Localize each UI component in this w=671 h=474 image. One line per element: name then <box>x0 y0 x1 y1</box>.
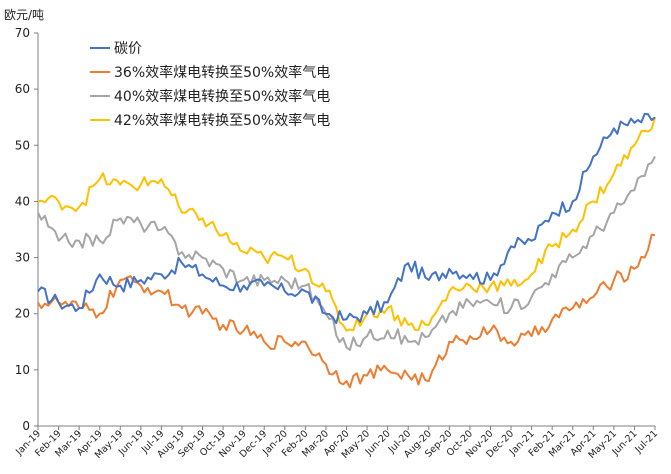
legend-swatch-40pct <box>90 95 110 97</box>
y-tick-label: 60 <box>15 82 30 96</box>
x-axis: Jan-19Feb-19Mar-19Apr-19May-19Jun-19Jul-… <box>13 425 661 461</box>
series-layer <box>37 112 656 389</box>
legend-item-36pct: 36%效率煤电转换至50%效率气电 <box>90 60 330 84</box>
legend-label-40pct: 40%效率煤电转换至50%效率气电 <box>114 89 331 105</box>
y-tick-label: 10 <box>15 363 30 377</box>
series-line-1 <box>37 233 656 389</box>
y-axis: 0 10 20 30 40 50 60 70 <box>15 26 39 433</box>
x-tick-label: Jul-21 <box>633 428 661 456</box>
legend-item-42pct: 42%效率煤电转换至50%效率气电 <box>90 108 330 132</box>
legend: 碳价 36%效率煤电转换至50%效率气电 40%效率煤电转换至50%效率气电 4… <box>90 36 330 132</box>
series-line-3 <box>37 116 656 332</box>
y-axis-unit-label: 欧元/吨 <box>4 8 45 22</box>
series-line-0 <box>37 112 656 325</box>
legend-swatch-42pct <box>90 119 110 121</box>
y-tick-label: 30 <box>15 251 30 265</box>
legend-label-36pct: 36%效率煤电转换至50%效率气电 <box>114 65 331 81</box>
legend-swatch-36pct <box>90 71 110 73</box>
y-tick-label: 0 <box>22 419 30 433</box>
y-tick-label: 70 <box>15 26 30 40</box>
legend-label-42pct: 42%效率煤电转换至50%效率气电 <box>114 113 331 129</box>
legend-item-40pct: 40%效率煤电转换至50%效率气电 <box>90 84 330 108</box>
y-tick-label: 50 <box>15 138 30 152</box>
legend-label-carbon-price: 碳价 <box>114 41 142 57</box>
y-tick-label: 40 <box>15 194 30 208</box>
y-tick-label: 20 <box>15 307 30 321</box>
legend-item-carbon-price: 碳价 <box>90 36 330 60</box>
legend-swatch-carbon-price <box>90 47 110 49</box>
series-line-2 <box>37 156 656 351</box>
